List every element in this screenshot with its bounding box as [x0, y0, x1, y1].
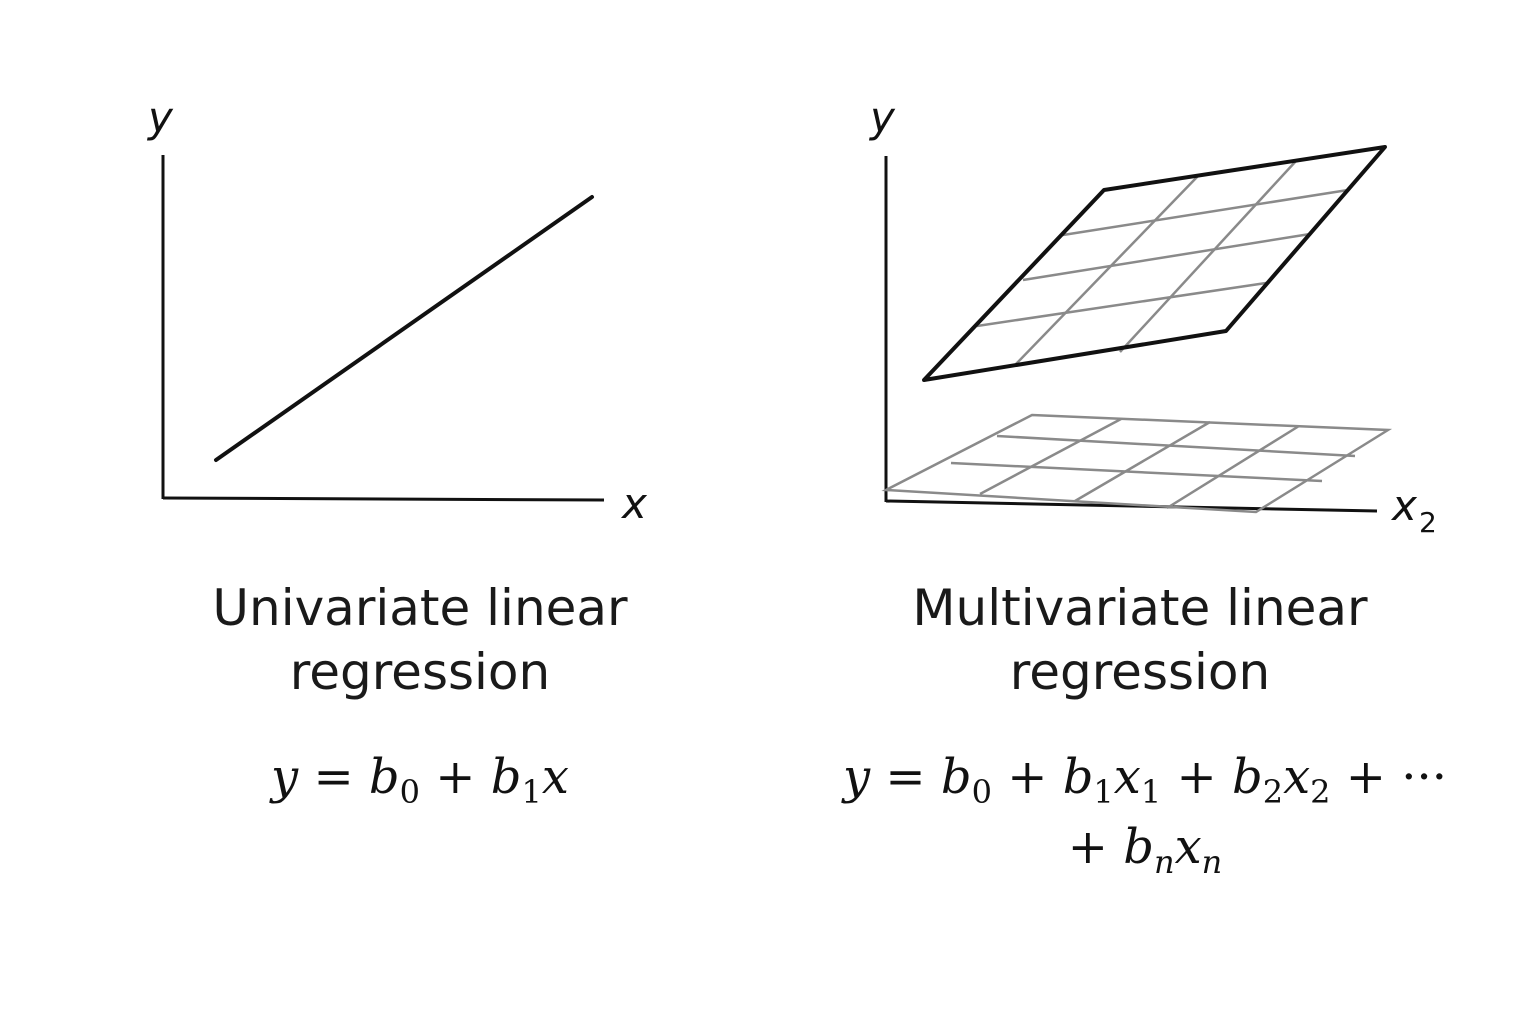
left-x-axis-label: x	[620, 479, 648, 528]
univariate-title-line2: regression	[289, 643, 551, 701]
base-plane-grid-line	[996, 434, 1356, 458]
base-plane	[881, 413, 1393, 514]
right-x-axis-label: x	[1390, 481, 1418, 530]
fitted-plane-grid-line	[1062, 188, 1349, 237]
fitted-plane-grid-line	[1015, 175, 1199, 365]
multivariate-title-line2: regression	[1009, 643, 1271, 701]
regression-line	[214, 195, 594, 462]
fitted-plane	[922, 145, 1387, 382]
multivariate-title-line1: Multivariate linear	[912, 579, 1368, 637]
right-x-axis-subscript: 2	[1419, 506, 1437, 539]
univariate-formula: y = b0 + b1x	[160, 742, 680, 812]
fitted-plane-outline	[922, 145, 1387, 382]
univariate-title-line1: Univariate linear	[212, 579, 628, 637]
right-y-axis-label: y	[868, 93, 896, 142]
univariate-formula-line: y = b0 + b1x	[271, 749, 569, 811]
multivariate-formula-line1: y = b0 + b1x1 + b2x2 + ···	[842, 749, 1448, 811]
fitted-plane-grid-line	[1119, 160, 1297, 353]
multivariate-plot: y x 2	[868, 93, 1437, 539]
multivariate-formula: y = b0 + b1x1 + b2x2 + ··· + bnxn	[780, 742, 1510, 882]
base-plane-grid-line	[979, 417, 1122, 496]
fitted-plane-grid-line	[976, 281, 1267, 328]
base-plane-grid-line	[950, 461, 1323, 483]
right-x-axis	[885, 499, 1378, 513]
fitted-plane-grid-line	[1022, 232, 1311, 282]
univariate-plot: y x	[146, 93, 648, 528]
base-plane-grid-line	[1166, 424, 1300, 510]
multivariate-formula-line2: + bnxn	[1067, 819, 1223, 881]
left-x-axis	[162, 496, 605, 502]
left-y-axis-label: y	[146, 93, 174, 142]
univariate-title: Univariate linear regression	[150, 576, 690, 704]
base-plane-grid-line	[1074, 420, 1211, 503]
multivariate-title: Multivariate linear regression	[850, 576, 1430, 704]
base-plane-outline	[881, 413, 1393, 514]
